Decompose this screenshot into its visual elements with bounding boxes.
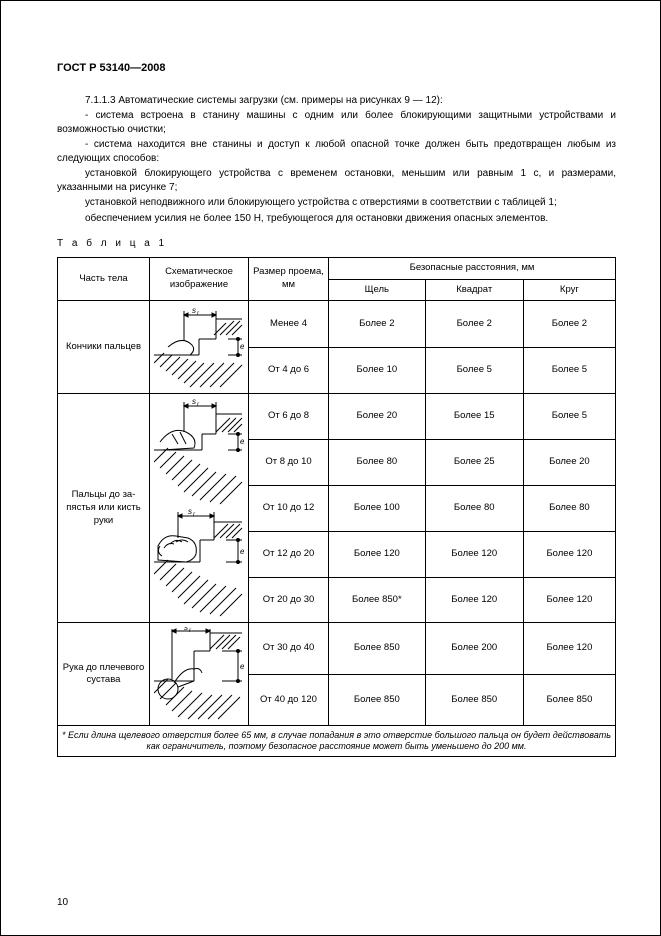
th-schematic: Схематическое изображение [150, 257, 249, 301]
th-circle: Круг [523, 279, 615, 301]
svg-text:e: e [240, 547, 244, 556]
svg-text:r: r [197, 311, 200, 317]
cell-size: От 6 до 8 [249, 394, 329, 440]
table-caption: Т а б л и ц а 1 [57, 237, 616, 251]
cell-slot: Более 2 [329, 301, 426, 348]
cell-circle: Более 120 [523, 577, 615, 623]
svg-text:s: s [188, 508, 192, 516]
table-row: Пальцы до за­пястья или кисть руки [58, 394, 616, 440]
para-item1: - система встроена в станину машины с од… [57, 109, 616, 136]
svg-text:r: r [193, 512, 196, 518]
cell-slot: Более 850 [329, 623, 426, 675]
cell-circle: Более 850 [523, 674, 615, 726]
para-sub3: обеспечением усилия не более 150 Н, треб… [57, 212, 616, 226]
svg-text:r: r [197, 402, 200, 408]
body-part-fingers-wrist: Пальцы до за­пястья или кисть руки [58, 394, 150, 623]
cell-square: Более 25 [425, 440, 523, 486]
para-sub1: установкой блокирующего устройства с вре… [57, 167, 616, 194]
svg-text:s: s [192, 398, 196, 406]
th-square: Квадрат [425, 279, 523, 301]
cell-size: От 40 до 120 [249, 674, 329, 726]
cell-square: Более 80 [425, 486, 523, 532]
cell-circle: Более 120 [523, 531, 615, 577]
fingertip-diagram-icon: s r e [154, 305, 244, 389]
cell-square: Более 850 [425, 674, 523, 726]
cell-slot: Более 80 [329, 440, 426, 486]
cell-size: От 8 до 10 [249, 440, 329, 486]
page: ГОСТ Р 53140—2008 7.1.1.3 Автоматические… [0, 0, 661, 936]
svg-text:e: e [240, 437, 244, 446]
table-header-row-1: Часть тела Схематическое изображение Раз… [58, 257, 616, 279]
table-footnote: * Если длина щелевого отверстия более 65… [58, 726, 616, 757]
cell-size: От 20 до 30 [249, 577, 329, 623]
th-safe-distances: Безопасные расстояния, мм [329, 257, 616, 279]
page-number: 10 [57, 896, 68, 910]
cell-circle: Более 5 [523, 394, 615, 440]
cell-square: Более 2 [425, 301, 523, 348]
cell-circle: Более 2 [523, 301, 615, 348]
cell-circle: Более 5 [523, 347, 615, 394]
table-row: Рука до плече­вого сустава [58, 623, 616, 675]
cell-square: Более 15 [425, 394, 523, 440]
doc-header: ГОСТ Р 53140—2008 [57, 61, 616, 76]
cell-slot: Более 850 [329, 674, 426, 726]
cell-slot: Более 120 [329, 531, 426, 577]
svg-text:e: e [240, 662, 244, 671]
cell-square: Более 5 [425, 347, 523, 394]
schematic-arm-shoulder: s r e [150, 623, 249, 726]
body-part-fingertips: Кончики паль­цев [58, 301, 150, 394]
cell-circle: Более 20 [523, 440, 615, 486]
cell-slot: Более 850* [329, 577, 426, 623]
cell-size: От 4 до 6 [249, 347, 329, 394]
cell-size: Менее 4 [249, 301, 329, 348]
schematic-fingertips: s r e [150, 301, 249, 394]
table-footnote-row: * Если длина щелевого отверстия более 65… [58, 726, 616, 757]
cell-circle: Более 80 [523, 486, 615, 532]
cell-square: Более 120 [425, 577, 523, 623]
svg-text:e: e [240, 342, 244, 351]
body-part-arm-shoulder: Рука до плече­вого сустава [58, 623, 150, 726]
cell-size: От 30 до 40 [249, 623, 329, 675]
para-7113: 7.1.1.3 Автоматические системы загрузки … [57, 94, 616, 108]
svg-text:s: s [192, 306, 196, 315]
cell-square: Более 200 [425, 623, 523, 675]
hand-diagram-icon: s r e [154, 508, 244, 618]
cell-slot: Более 10 [329, 347, 426, 394]
cell-square: Более 120 [425, 531, 523, 577]
cell-slot: Более 20 [329, 394, 426, 440]
th-body-part: Часть тела [58, 257, 150, 301]
arm-diagram-icon: s r e [154, 627, 244, 721]
table-row: Кончики паль­цев [58, 301, 616, 348]
para-item2: - система находится вне станины и доступ… [57, 138, 616, 165]
cell-slot: Более 100 [329, 486, 426, 532]
schematic-fingers-wrist: s r e [150, 394, 249, 623]
svg-text:s: s [184, 627, 188, 632]
safety-table: Часть тела Схематическое изображение Раз… [57, 257, 616, 757]
cell-circle: Более 120 [523, 623, 615, 675]
fingers-diagram-icon: s r e [154, 398, 244, 508]
th-opening-size: Размер проема, мм [249, 257, 329, 301]
cell-size: От 10 до 12 [249, 486, 329, 532]
th-slot: Щель [329, 279, 426, 301]
cell-size: От 12 до 20 [249, 531, 329, 577]
para-sub2: установкой неподвижного или блокирующего… [57, 196, 616, 210]
